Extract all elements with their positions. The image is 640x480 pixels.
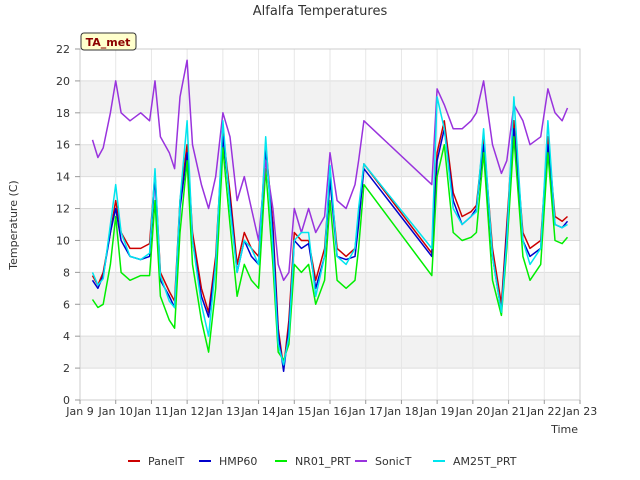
y-tick-label: 6 bbox=[63, 298, 70, 311]
legend-label: PanelT bbox=[148, 455, 185, 468]
y-tick-label: 0 bbox=[63, 394, 70, 407]
badge: TA_met bbox=[80, 32, 137, 51]
y-tick-label: 2 bbox=[63, 362, 70, 375]
legend-label: SonicT bbox=[375, 455, 412, 468]
series-line-am25t-prt bbox=[91, 96, 568, 366]
y-tick-label: 20 bbox=[56, 75, 70, 88]
x-axis-label: Time bbox=[550, 423, 578, 436]
x-tick-label: Jan 9 bbox=[65, 405, 93, 418]
y-tick-label: 10 bbox=[56, 234, 70, 247]
chart-title: Alfalfa Temperatures bbox=[253, 4, 388, 19]
legend-label: HMP60 bbox=[219, 455, 257, 468]
y-tick-label: 8 bbox=[63, 266, 70, 279]
x-tick-label: Jan 15 bbox=[276, 405, 311, 418]
x-tick-label: Jan 16 bbox=[312, 405, 347, 418]
y-tick-label: 12 bbox=[56, 203, 70, 216]
y-tick-label: 16 bbox=[56, 139, 70, 152]
legend-label: NR01_PRT bbox=[295, 455, 351, 468]
y-axis-label: Temperature (C) bbox=[7, 180, 20, 270]
x-tick-label: Jan 11 bbox=[133, 405, 168, 418]
x-tick-label: Jan 21 bbox=[490, 405, 525, 418]
series-line-nr01-prt bbox=[91, 136, 569, 361]
y-tick-label: 14 bbox=[56, 171, 70, 184]
x-tick-label: Jan 13 bbox=[205, 405, 240, 418]
badge-box bbox=[80, 32, 137, 51]
badge-label: TA_met bbox=[86, 36, 131, 49]
x-tick-label: Jan 19 bbox=[419, 405, 454, 418]
x-tick-label: Jan 12 bbox=[169, 405, 204, 418]
x-tick-label: Jan 22 bbox=[526, 405, 561, 418]
x-tick-label: Jan 10 bbox=[97, 405, 132, 418]
x-tick-label: Jan 18 bbox=[383, 405, 418, 418]
x-tick-label: Jan 20 bbox=[455, 405, 490, 418]
y-axis-ticks: 0 2 4 6 8 10 12 14 16 18 20 22 bbox=[56, 43, 80, 407]
x-tick-label: Jan 14 bbox=[240, 405, 275, 418]
y-tick-label: 22 bbox=[56, 43, 70, 56]
series-lines bbox=[91, 59, 569, 373]
legend: PanelT HMP60 NR01_PRT SonicT AM25T_PRT bbox=[128, 455, 517, 468]
y-tick-label: 4 bbox=[63, 330, 70, 343]
x-tick-label: Jan 17 bbox=[347, 405, 382, 418]
legend-label: AM25T_PRT bbox=[453, 455, 517, 468]
y-tick-label: 18 bbox=[56, 107, 70, 120]
x-tick-label: Jan 23 bbox=[562, 405, 597, 418]
series-line-sonict bbox=[91, 59, 569, 282]
x-axis-ticks: Jan 9 Jan 10 Jan 11 Jan 12 Jan 13 Jan 14 Jan 1… bbox=[65, 400, 597, 418]
